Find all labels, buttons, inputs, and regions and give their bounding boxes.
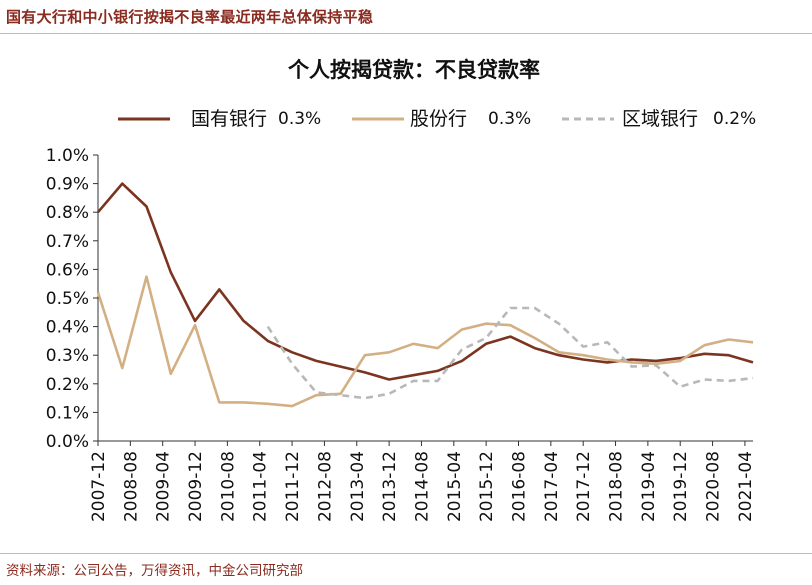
x-tick-label: 2016-08 xyxy=(509,451,529,522)
legend-label-1: 国有银行 xyxy=(191,108,267,130)
x-tick-label: 2009-04 xyxy=(154,451,174,522)
legend-label-3: 区域银行 xyxy=(622,108,698,130)
y-tick-label: 0.4% xyxy=(46,318,89,338)
x-tick-label: 2015-04 xyxy=(445,451,465,522)
legend-value-3: 0.2% xyxy=(713,109,756,129)
y-tick-label: 0.0% xyxy=(46,432,89,452)
source-note: 资料来源：公司公告，万得资讯，中金公司研究部 xyxy=(6,563,303,579)
x-tick-label: 2020-08 xyxy=(704,451,724,522)
x-tick-label: 2014-08 xyxy=(412,451,432,522)
series-line-3 xyxy=(266,306,754,400)
x-tick-label: 2011-04 xyxy=(251,451,271,522)
x-tick-label: 2009-12 xyxy=(186,451,206,522)
plot-area xyxy=(97,155,753,442)
x-tick-label: 2013-12 xyxy=(380,451,400,522)
legend-value-2: 0.3% xyxy=(488,109,531,129)
legend-label-2: 股份行 xyxy=(410,108,467,130)
y-tick-label: 0.2% xyxy=(46,375,89,395)
x-tick-label: 2007-12 xyxy=(89,451,109,522)
series-lines xyxy=(96,182,754,408)
x-tick-label: 2017-12 xyxy=(574,451,594,522)
chart-legend: 国有银行 0.3% 股份行 0.3% 区域银行 0.2% xyxy=(118,108,756,130)
x-tick-label: 2019-12 xyxy=(671,451,691,522)
x-tick-label: 2018-08 xyxy=(607,451,627,522)
x-tick-label: 2015-12 xyxy=(477,451,497,522)
y-tick-label: 0.6% xyxy=(46,260,89,280)
x-tick-label: 2012-08 xyxy=(315,451,335,522)
y-tick-label: 1.0% xyxy=(46,146,89,166)
legend-value-1: 0.3% xyxy=(278,109,321,129)
y-tick-label: 0.3% xyxy=(46,346,89,366)
x-tick-label: 2019-04 xyxy=(639,451,659,522)
y-axis: 0.0% 0.1% 0.2% 0.3% 0.4% 0.5% 0.6% 0.7% 0.8% 0.9%… xyxy=(46,146,98,452)
x-tick-label: 2011-12 xyxy=(283,451,303,522)
footer-divider xyxy=(0,553,812,554)
y-tick-label: 0.1% xyxy=(46,403,89,423)
y-tick-label: 0.9% xyxy=(46,175,89,195)
page-title: 国有大行和中小银行按揭不良率最近两年总体保持平稳 xyxy=(6,8,374,26)
x-tick-label: 2017-04 xyxy=(542,451,562,522)
y-tick-label: 0.8% xyxy=(46,203,89,223)
x-tick-label: 2008-08 xyxy=(121,451,141,522)
x-tick-label: 2013-04 xyxy=(348,451,368,522)
mortgage-npl-chart: 个人按揭贷款：不良贷款率 国有银行 0.3% 股份行 0.3% 区域银行 0.2% 0.0… xyxy=(46,58,756,522)
x-axis: 2007-12 2008-08 2009-04 2009-12 2010-08 2011-… xyxy=(89,441,756,522)
header-divider xyxy=(0,33,812,34)
x-tick-label: 2010-08 xyxy=(218,451,238,522)
y-tick-label: 0.7% xyxy=(46,232,89,252)
series-line-1 xyxy=(97,182,754,381)
y-tick-label: 0.5% xyxy=(46,289,89,309)
series-line-2 xyxy=(96,275,754,408)
chart-title: 个人按揭贷款：不良贷款率 xyxy=(288,58,540,82)
x-tick-label: 2021-04 xyxy=(736,451,756,522)
